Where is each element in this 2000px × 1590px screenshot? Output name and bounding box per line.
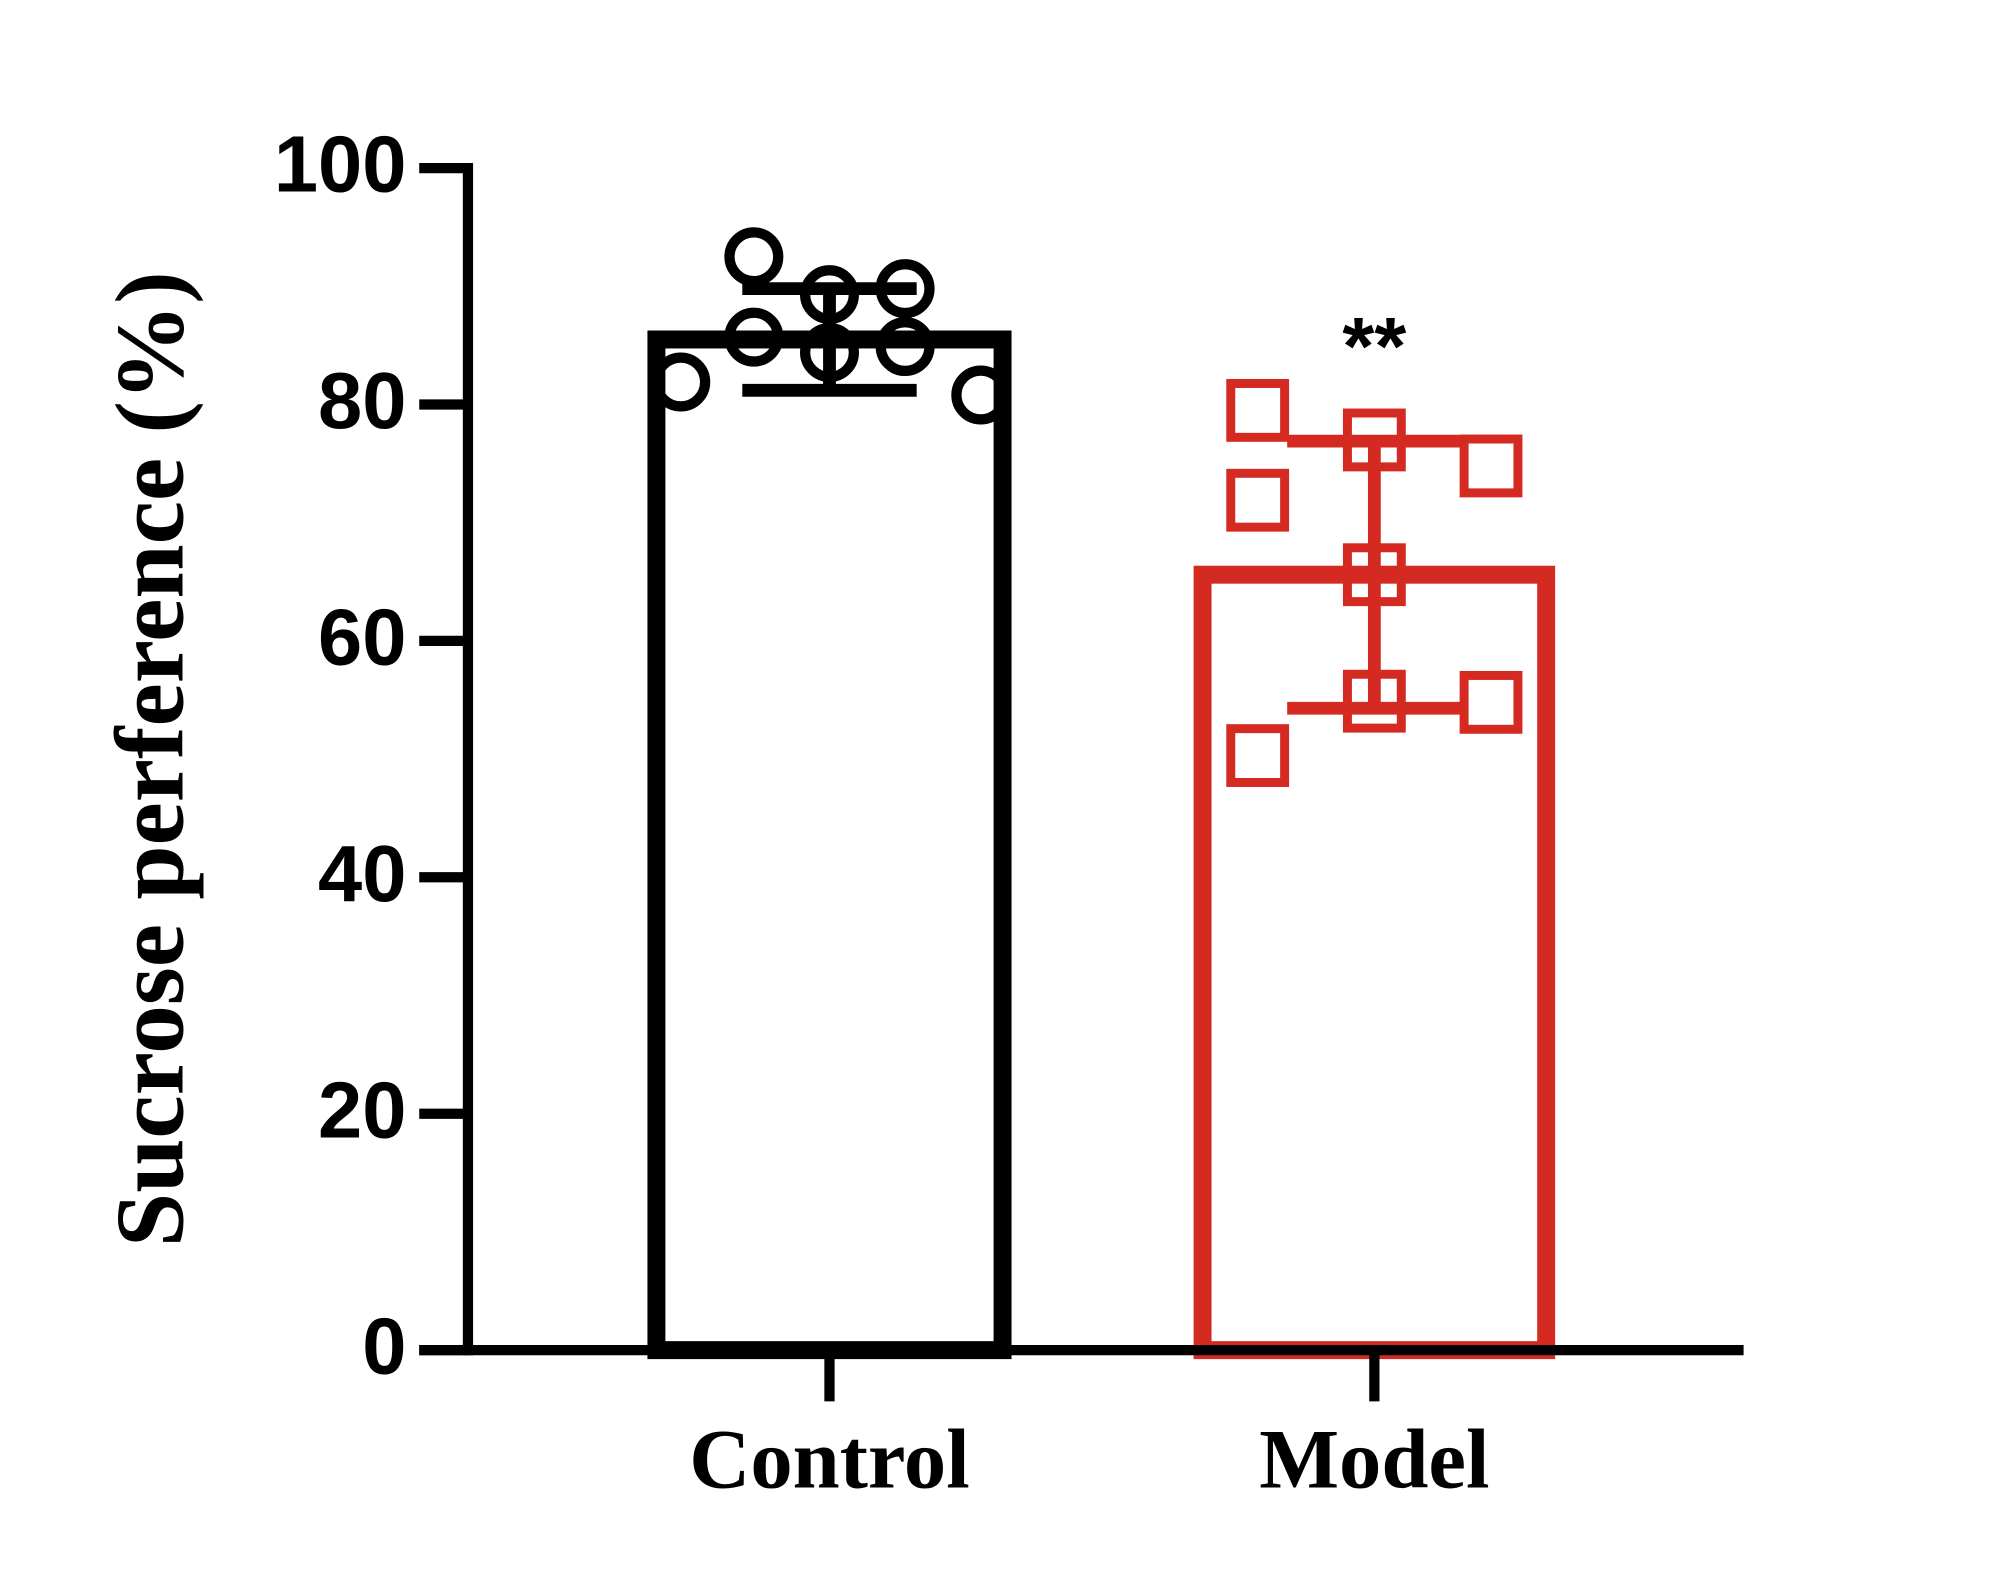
- x-tick-label: Model: [1259, 1413, 1489, 1506]
- bar: [647, 330, 1012, 1360]
- data-point: [724, 307, 784, 367]
- data-point: [800, 322, 859, 382]
- data-point: [1459, 434, 1523, 498]
- data-point: [724, 227, 784, 287]
- y-tick-label: 80: [318, 356, 406, 445]
- y-tick-label: 0: [362, 1302, 406, 1391]
- data-point: [875, 317, 935, 377]
- data-point: [1226, 378, 1290, 442]
- x-tick-label: Control: [689, 1413, 969, 1506]
- data-point: [875, 259, 935, 319]
- data-point: [1226, 468, 1290, 532]
- data-point: [951, 365, 1011, 425]
- y-axis-title: Sucrose perference (%): [97, 271, 205, 1247]
- data-point: [800, 265, 859, 325]
- y-tick-label: 40: [318, 829, 406, 918]
- significance-label: **: [1342, 301, 1406, 392]
- data-point: [1459, 670, 1523, 734]
- data-point: [1342, 408, 1406, 472]
- error-bar: [1287, 434, 1462, 715]
- data-point: [1226, 724, 1290, 787]
- y-tick-label: 60: [318, 592, 406, 681]
- y-tick-label: 100: [274, 120, 407, 209]
- data-point: [1342, 669, 1406, 733]
- data-point: [651, 352, 711, 412]
- y-tick-label: 20: [318, 1065, 406, 1154]
- data-point: [1342, 543, 1406, 607]
